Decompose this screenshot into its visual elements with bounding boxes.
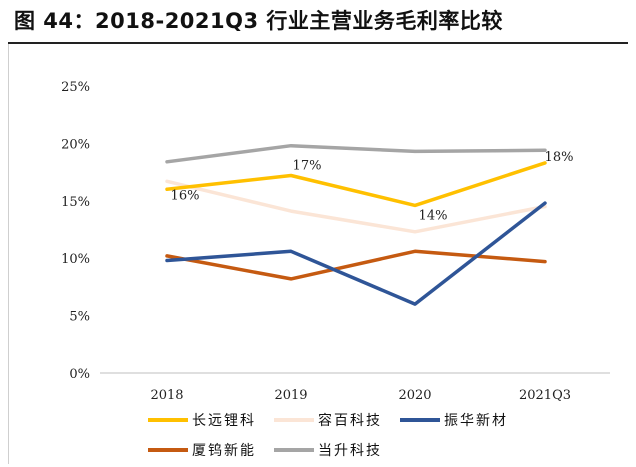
y-tick-label: 10%: [61, 252, 90, 267]
series-line-1: [165, 161, 547, 208]
y-tick-label: 20%: [61, 137, 90, 152]
y-tick-label: 5%: [69, 310, 90, 325]
data-label: 14%: [419, 208, 448, 223]
legend-label: 容百科技: [318, 412, 382, 429]
x-tick-label: 2019: [274, 388, 307, 403]
x-tick-label: 2021Q3: [519, 388, 571, 403]
x-tick-label: 2020: [398, 388, 431, 403]
y-tick-label: 25%: [61, 80, 90, 95]
series-line-5: [165, 143, 547, 164]
data-label: 16%: [171, 188, 200, 203]
legend-label: 振华新材: [444, 413, 508, 429]
frame-border: [8, 44, 9, 464]
chart-title: 图 44：2018-2021Q3 行业主营业务毛利率比较: [14, 9, 503, 33]
series-line-4: [165, 249, 547, 281]
data-label: 17%: [293, 159, 322, 174]
x-tick-label: 2018: [150, 388, 183, 403]
series-line-2: [165, 179, 547, 234]
legend-label: 厦钨新能: [192, 443, 256, 459]
legend-label: 长远锂科: [192, 413, 256, 429]
data-label: 18%: [545, 150, 574, 165]
title-divider: [8, 42, 628, 44]
y-tick-label: 0%: [69, 367, 90, 382]
series-line-3: [165, 201, 547, 306]
legend-label: 当升科技: [318, 443, 382, 459]
y-tick-label: 15%: [61, 195, 90, 210]
